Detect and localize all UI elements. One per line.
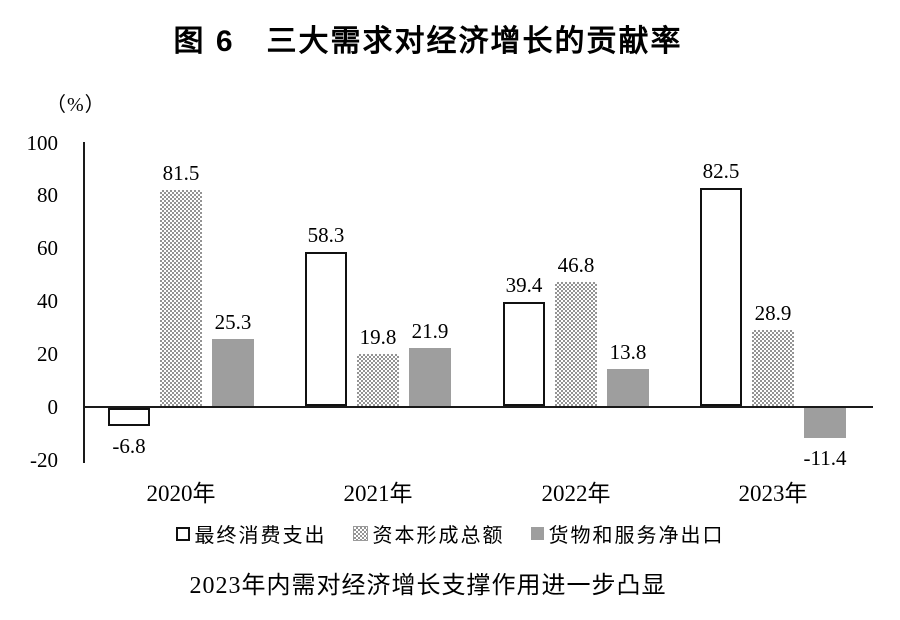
y-axis-line	[83, 142, 85, 463]
bar-value-label: 21.9	[411, 319, 449, 344]
bar-value-label: -11.4	[803, 446, 847, 471]
legend-label-final-consumption: 最终消费支出	[194, 525, 327, 547]
legend-item-capital-formation: 资本形成总额	[352, 519, 505, 548]
y-tick-label: 80	[37, 183, 58, 208]
bar-value-label: 46.8	[557, 253, 595, 278]
bar-solid-2022年	[607, 369, 649, 406]
bar-solid-2023年	[804, 408, 846, 439]
x-category-label: 2022年	[541, 481, 611, 506]
bar-value-label: -6.8	[112, 433, 146, 458]
bar-solid-2021年	[409, 348, 451, 406]
bar-outline-2022年	[503, 301, 545, 406]
x-category-label: 2023年	[738, 481, 808, 506]
x-category-label: 2020年	[146, 481, 216, 506]
bar-outline-2020年	[108, 408, 150, 426]
y-axis-unit-label: （%）	[46, 94, 106, 116]
legend-swatch-solid-icon	[530, 527, 544, 540]
bar-value-label: 13.8	[609, 340, 647, 365]
legend-label-capital-formation: 资本形成总额	[372, 525, 505, 547]
bar-solid-2020年	[212, 339, 254, 406]
legend-swatch-dotted-icon	[352, 526, 368, 541]
legend-item-final-consumption: 最终消费支出	[175, 519, 327, 548]
bar-value-label: 82.5	[702, 158, 740, 183]
legend-label-net-exports: 货物和服务净出口	[548, 525, 725, 547]
bar-dotted-2020年	[160, 190, 202, 406]
y-tick-label: 100	[26, 130, 59, 155]
legend-item-net-exports: 货物和服务净出口	[530, 519, 725, 548]
bar-outline-2023年	[700, 187, 742, 406]
legend-swatch-outline-icon	[175, 526, 190, 541]
y-tick-label: 20	[37, 342, 58, 367]
legend: 最终消费支出 资本形成总额 货物和服务净出口	[0, 519, 900, 548]
bar-value-label: 81.5	[162, 161, 200, 186]
bar-dotted-2022年	[555, 282, 597, 406]
y-tick-label: 0	[47, 395, 59, 419]
figure-title: 图 6 三大需求对经济增长的贡献率	[173, 25, 683, 58]
bar-value-label: 28.9	[754, 300, 792, 325]
y-tick-label: -20	[30, 447, 58, 472]
bar-dotted-2021年	[357, 353, 399, 406]
x-axis-zero-line	[83, 406, 873, 408]
bar-outline-2021年	[305, 251, 347, 406]
y-tick-label: 60	[37, 236, 58, 261]
y-tick-label: 40	[37, 289, 58, 314]
figure-caption: 2023年内需对经济增长支撑作用进一步凸显	[189, 573, 667, 599]
bar-value-label: 19.8	[359, 324, 397, 349]
bar-value-label: 58.3	[307, 222, 345, 247]
bar-dotted-2023年	[752, 329, 794, 406]
bar-value-label: 25.3	[214, 310, 252, 335]
x-category-label: 2021年	[343, 481, 413, 506]
bar-value-label: 39.4	[505, 272, 543, 297]
